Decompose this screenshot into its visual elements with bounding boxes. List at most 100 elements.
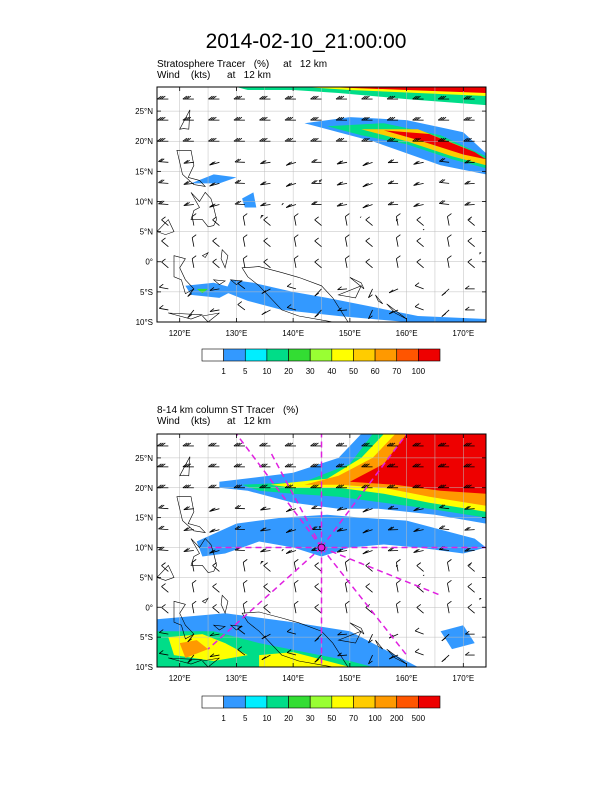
wind-barb-feather [312, 463, 317, 468]
wind-barb-feather [314, 463, 319, 468]
wind-barb-feather [284, 95, 290, 100]
wind-barb-feather [447, 213, 452, 217]
wind-barb-feather [287, 161, 293, 166]
wind-barb-feather [260, 548, 265, 553]
wind-barb [314, 607, 322, 614]
wind-barb-feather [212, 484, 217, 489]
wind-barb-feather [413, 507, 418, 512]
wind-barb-feather [387, 547, 393, 552]
wind-barb-feather [287, 182, 293, 187]
wind-barb-feather [157, 463, 162, 468]
wind-barb-feather [439, 137, 445, 142]
wind-barb-feather [415, 181, 420, 186]
wind-barb-feather [236, 200, 241, 205]
wind-barb [158, 549, 169, 551]
wind-barb-feather [386, 137, 392, 142]
wind-barb [416, 565, 424, 572]
x-tick-label: 170°E [452, 329, 474, 338]
wind-barb-feather [263, 583, 268, 587]
wind-barb [337, 288, 348, 291]
wind-barb [286, 529, 297, 534]
wind-barb-feather [464, 547, 469, 552]
wind-barb [263, 607, 271, 614]
wind-barb-feather [182, 137, 188, 142]
wind-barb [212, 261, 220, 269]
wind-barb-feather [310, 442, 315, 447]
wind-barb-feather [413, 161, 418, 165]
wind-barb-feather [339, 463, 345, 468]
wind-barb-feather [335, 95, 341, 100]
wind-barb-feather [416, 116, 421, 121]
wind-barb-feather [210, 95, 215, 100]
wind-barb-feather [237, 137, 243, 142]
coastline [220, 249, 229, 269]
wind-barb-feather [414, 116, 419, 121]
wind-barb-feather [209, 549, 214, 554]
wind-barb-feather [286, 463, 292, 468]
wind-barb-feather [261, 635, 267, 640]
wind-barb-feather [414, 303, 420, 308]
coastline [479, 598, 482, 601]
wind-barb-feather [284, 442, 290, 447]
wind-barb-feather [465, 95, 470, 100]
wind-barb-feather [288, 463, 294, 468]
wind-barb [191, 216, 195, 226]
wind-barb-feather [210, 137, 215, 142]
wind-barb-feather [208, 442, 213, 447]
wind-barb-feather [390, 95, 396, 100]
wind-barb-feather [237, 484, 243, 489]
x-tick-label: 140°E [282, 674, 304, 683]
wind-barb-feather [311, 547, 316, 551]
wind-barb-feather [389, 201, 395, 206]
wind-barb-feather [339, 442, 345, 447]
wind-barb-feather [362, 183, 368, 188]
wind-barb [286, 508, 297, 513]
wind-barb [416, 261, 424, 269]
wind-barb-feather [336, 528, 342, 532]
coastline [157, 219, 175, 235]
wind-barb-feather [212, 237, 217, 242]
wind-barb-feather [191, 579, 197, 584]
wind-barb-feather [287, 549, 293, 554]
wind-barb-feather [260, 160, 265, 165]
wind-barb-feather [336, 507, 342, 511]
wind-barb [416, 219, 424, 226]
coastline [281, 549, 284, 552]
wind-barb-feather [184, 116, 190, 121]
wind-barb-feather [209, 508, 214, 512]
wind-barb [314, 219, 322, 226]
wind-barb-feather [209, 632, 215, 637]
wind-barb-feather [261, 548, 267, 552]
wind-barb-feather [182, 484, 188, 489]
y-tick-label: 25°N [135, 454, 153, 463]
wind-barb-feather [235, 463, 241, 468]
wind-barb [467, 586, 475, 593]
wind-barb-feather [210, 116, 215, 121]
wind-barb-feather [233, 442, 239, 447]
wind-barb-feather [413, 203, 418, 207]
wind-barb-feather [337, 286, 342, 290]
wind-barb-feather [212, 95, 217, 100]
wind-barb-feather [313, 159, 318, 163]
y-tick-label: 15°N [135, 167, 153, 176]
colorbar-box [201, 695, 224, 709]
wind-barb-feather [362, 162, 368, 167]
wind-barb-feather [365, 463, 370, 468]
wind-barb-feather [294, 213, 299, 217]
wind-barb-feather [286, 95, 292, 100]
wind-barb-feather [242, 559, 248, 563]
wind-barb-feather [294, 234, 299, 238]
wind-barb-feather [465, 484, 470, 489]
wind-barb-feather [437, 484, 443, 489]
wind-barb-feather [465, 137, 470, 142]
colorbar-label: 10 [262, 714, 271, 723]
wind-barb-feather [286, 116, 292, 121]
wind-barb-feather [208, 95, 213, 100]
wind-barb [183, 183, 194, 185]
wind-barb [314, 261, 322, 269]
wind-barb-feather [261, 116, 266, 121]
wind-barb-feather [339, 484, 345, 489]
wind-barb-feather [186, 484, 192, 489]
wind-barb-feather [467, 604, 473, 608]
wind-barb [183, 508, 194, 511]
